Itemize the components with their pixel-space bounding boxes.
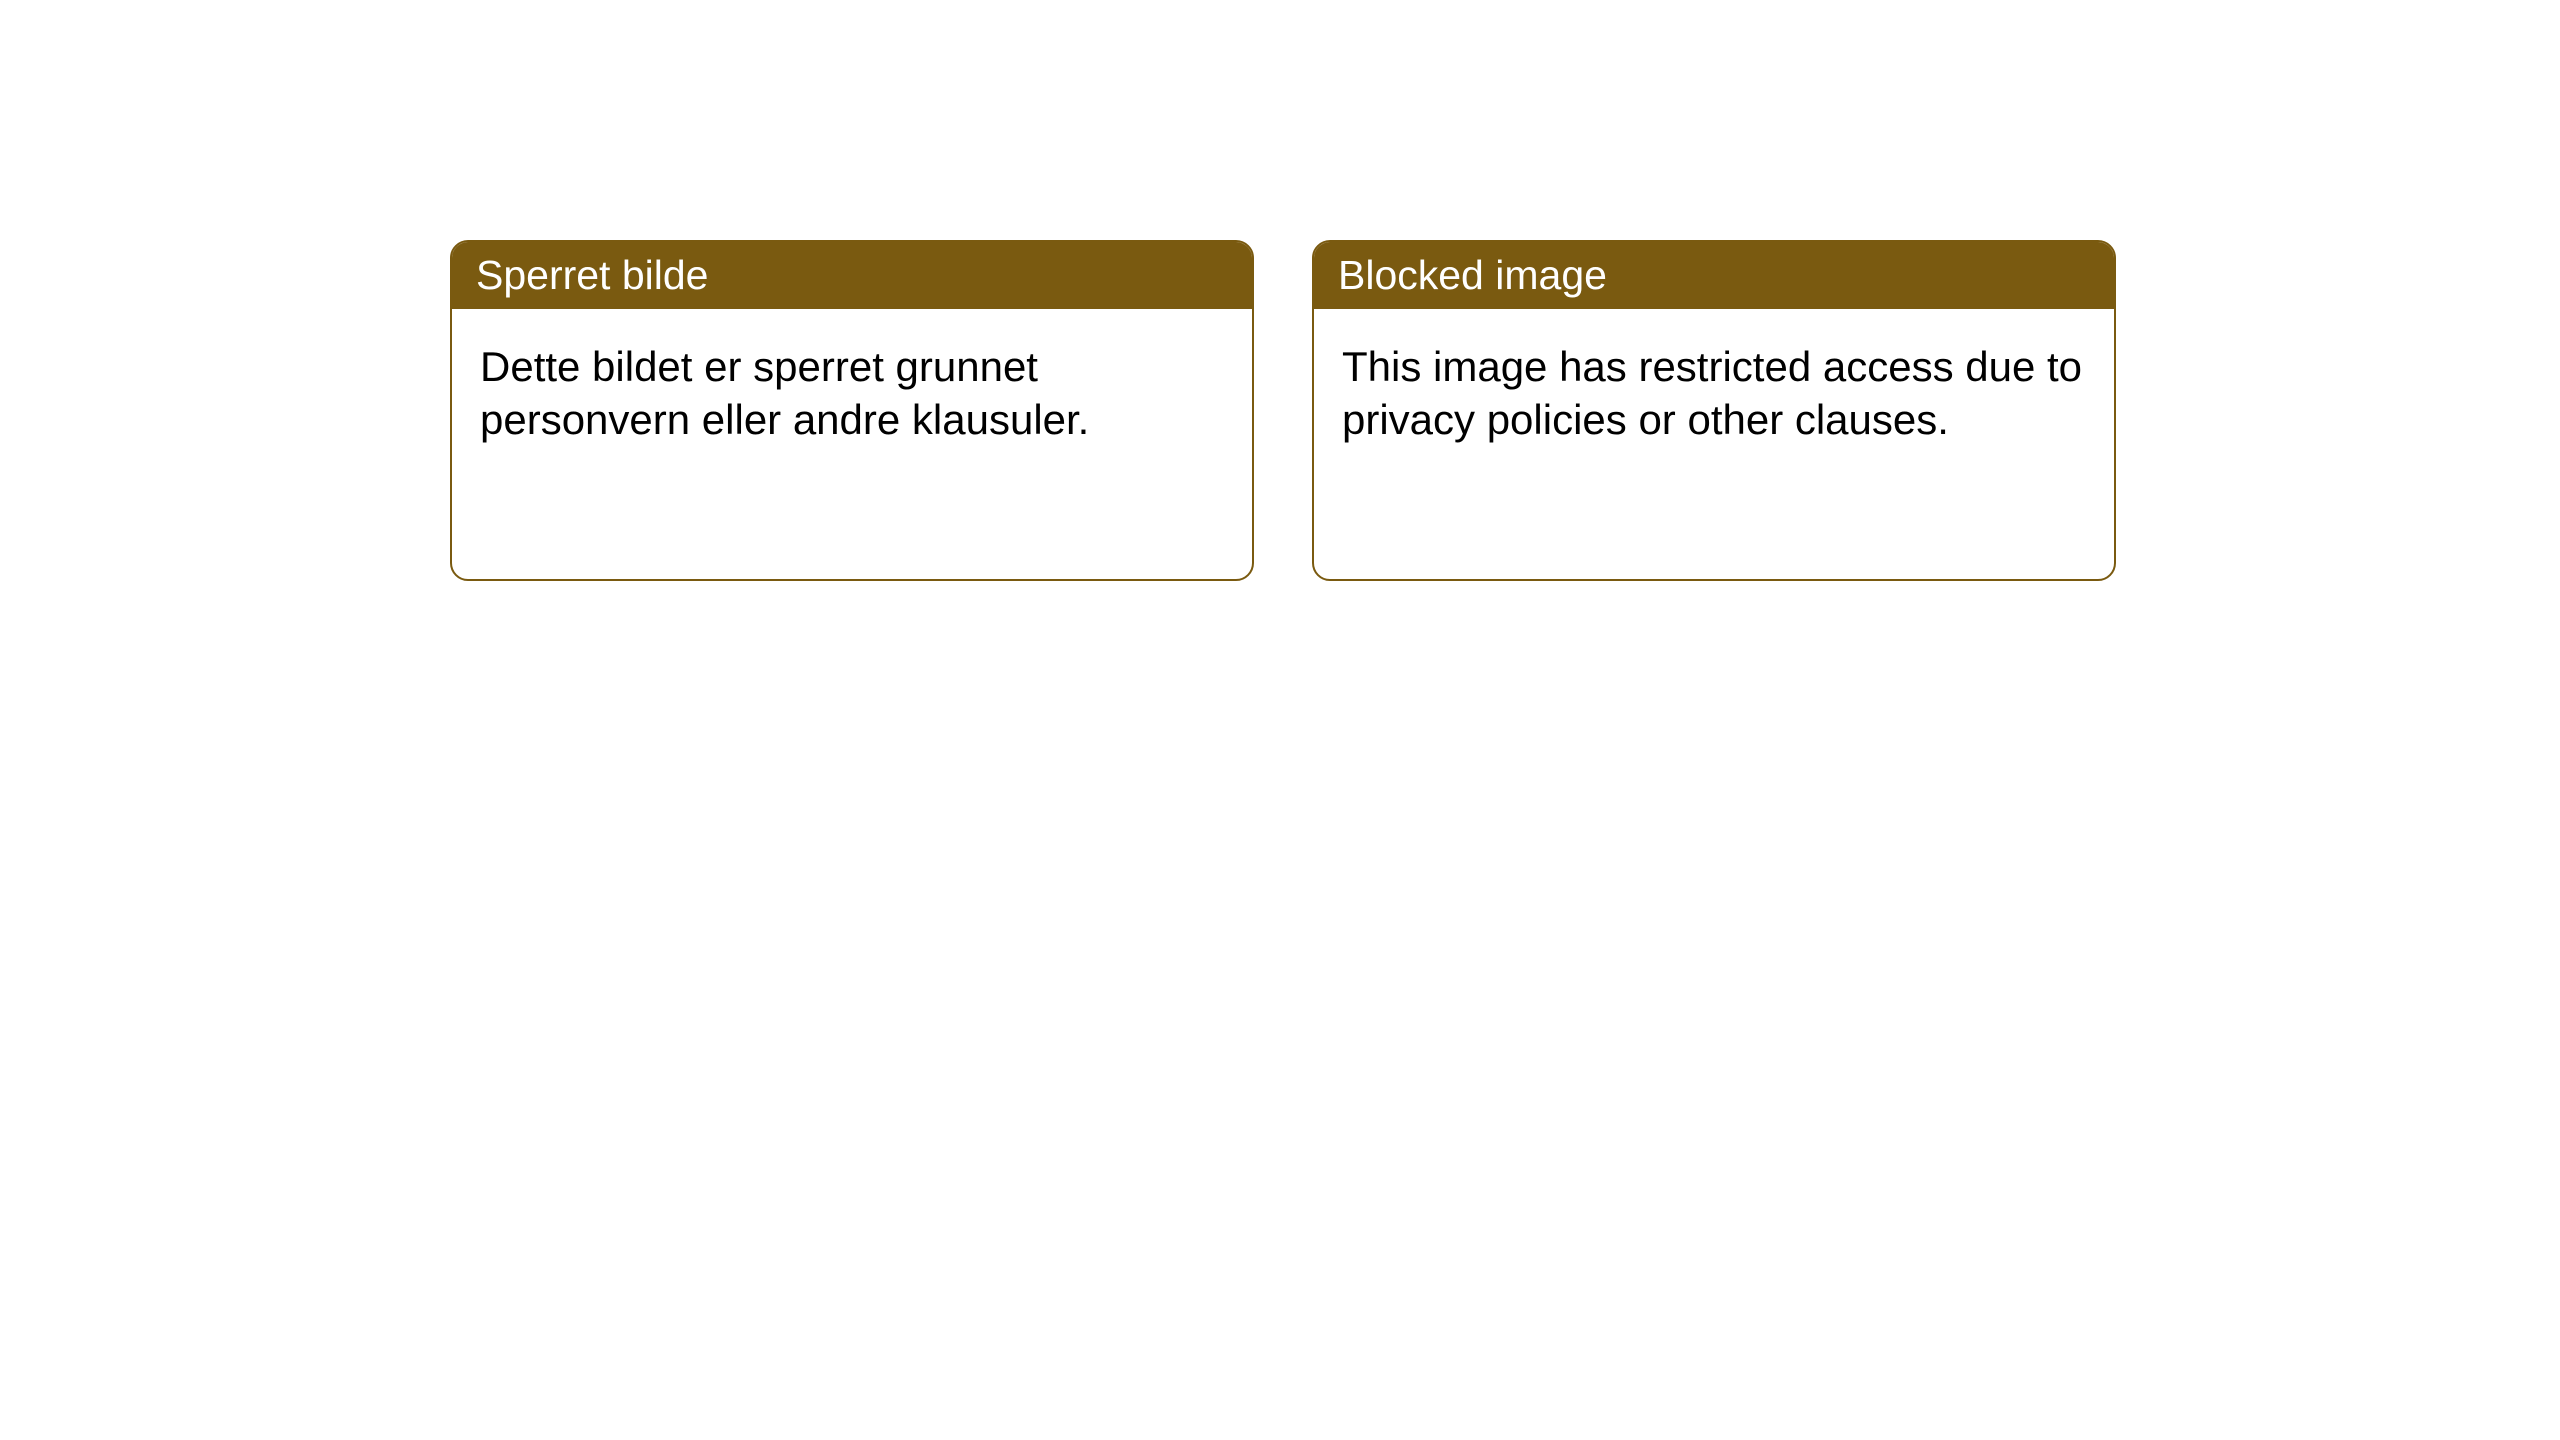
notice-body-english: This image has restricted access due to …	[1314, 309, 2114, 579]
notice-title-norwegian: Sperret bilde	[452, 242, 1252, 309]
notice-container: Sperret bilde Dette bildet er sperret gr…	[0, 0, 2560, 581]
notice-title-english: Blocked image	[1314, 242, 2114, 309]
notice-card-english: Blocked image This image has restricted …	[1312, 240, 2116, 581]
notice-card-norwegian: Sperret bilde Dette bildet er sperret gr…	[450, 240, 1254, 581]
notice-body-norwegian: Dette bildet er sperret grunnet personve…	[452, 309, 1252, 579]
